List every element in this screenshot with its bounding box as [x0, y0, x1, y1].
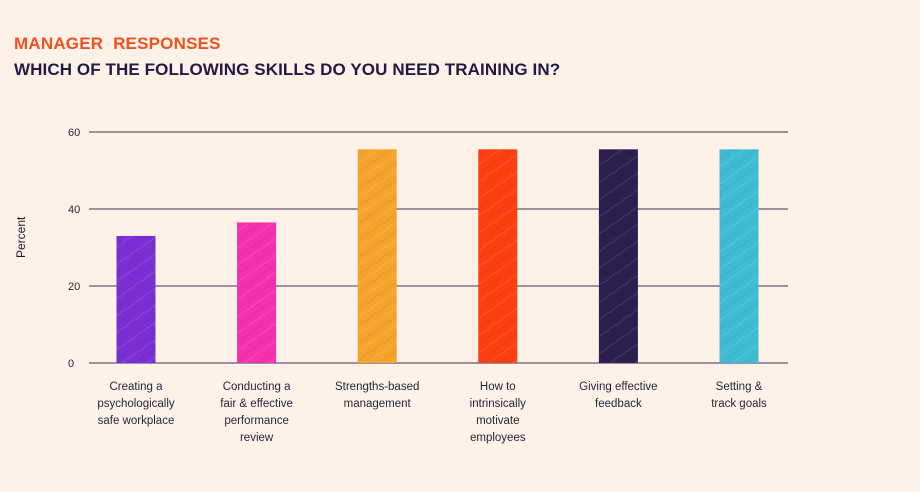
- y-tick-label: 60: [68, 127, 80, 139]
- bar-texture: [116, 235, 156, 363]
- x-tick-label: Strengths-based management: [334, 381, 420, 410]
- y-tick-label: 40: [68, 204, 80, 216]
- bar-texture: [719, 149, 759, 363]
- chart-title: WHICH OF THE FOLLOWING SKILLS DO YOU NEE…: [14, 60, 561, 79]
- bar-texture: [598, 149, 638, 363]
- x-tick-label: Conducting a fair & effective performance r…: [220, 381, 293, 444]
- chart-kicker: MANAGER RESPONSES: [14, 34, 221, 53]
- x-tick-label: Setting & track goals: [711, 381, 767, 410]
- y-tick-label: 0: [68, 358, 74, 370]
- y-tick-label: 20: [68, 281, 80, 293]
- bar-texture: [357, 149, 397, 363]
- x-tick-label: Giving effective feedback: [579, 381, 658, 410]
- bar-texture: [237, 222, 277, 363]
- bar-texture: [478, 149, 518, 363]
- x-tick-label: How to intrinsically motivate employees: [469, 381, 526, 444]
- x-tick-label: Creating a psychologically safe workplace: [97, 381, 175, 427]
